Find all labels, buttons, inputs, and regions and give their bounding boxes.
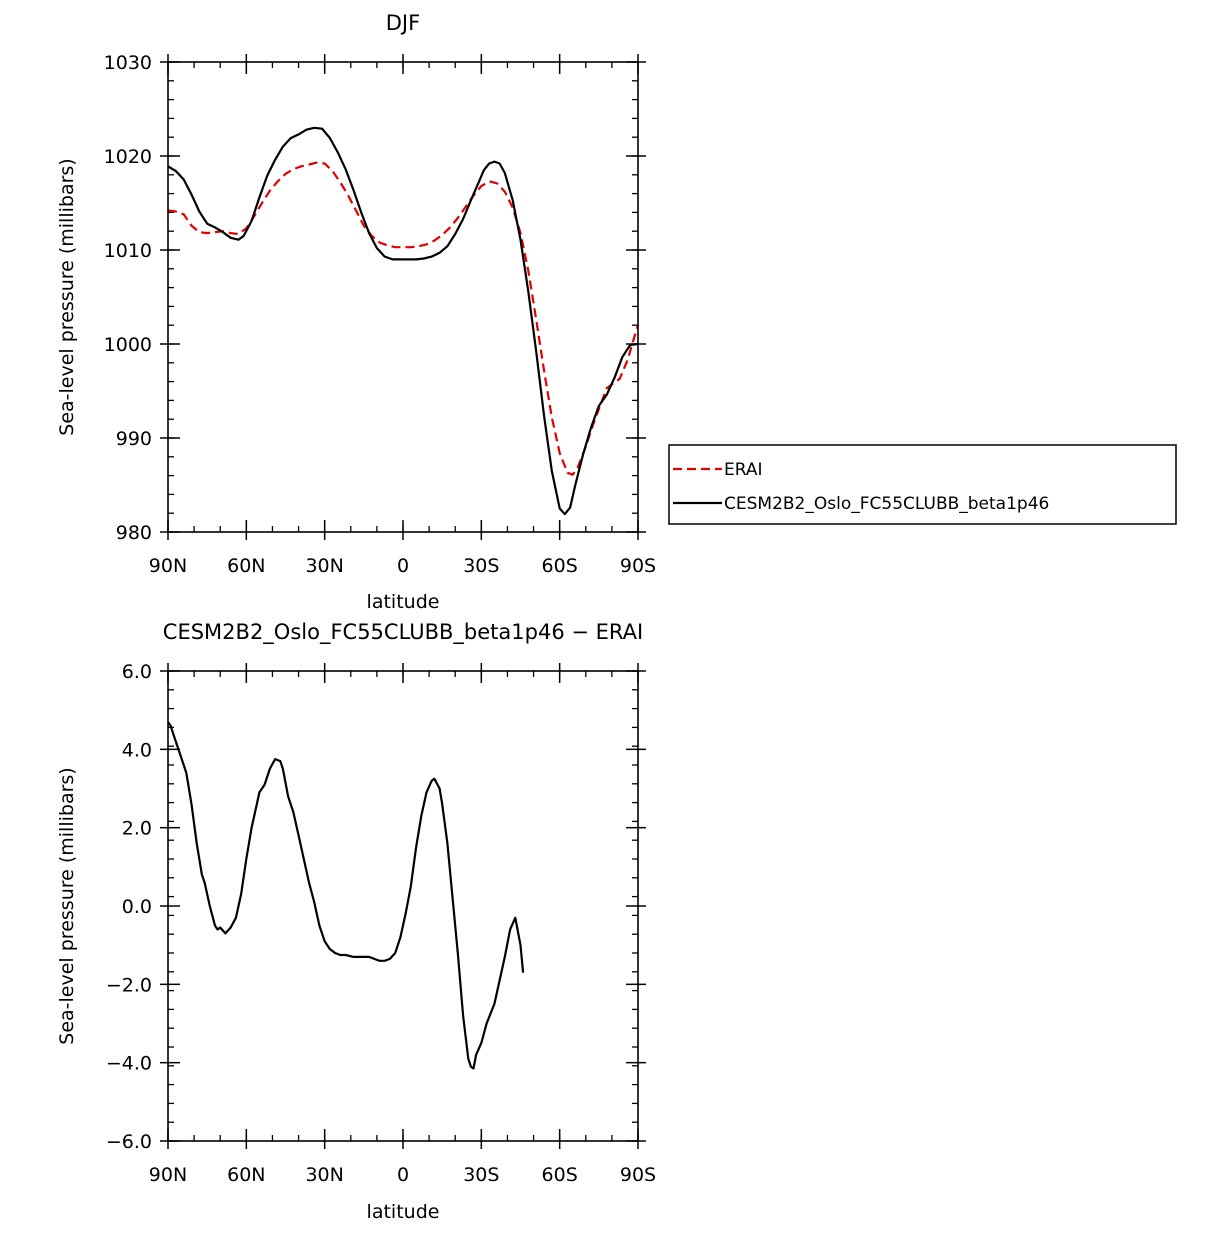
x-axis-label: latitude — [367, 1201, 440, 1223]
y-tick-label: −2.0 — [106, 974, 152, 996]
y-tick-label: −4.0 — [106, 1053, 152, 1075]
series-line-difference — [167, 721, 525, 1070]
plot-frame — [167, 670, 639, 1142]
legend-label: ERAI — [724, 460, 763, 480]
y-tick-label: 1030 — [104, 52, 152, 74]
series-line-erai — [167, 161, 640, 476]
y-tick-label: 6.0 — [122, 661, 152, 683]
series-line-cesm2b2-oslo-fc55clubb-beta1p46 — [167, 126, 639, 516]
y-axis-label: Sea-level pressure (millibars) — [56, 158, 78, 435]
x-tick-label: 30S — [463, 555, 499, 577]
x-tick-label: 90S — [620, 555, 656, 577]
y-tick-label: −6.0 — [106, 1131, 152, 1153]
x-tick-label: 60N — [227, 1164, 265, 1186]
x-tick-label: 30N — [305, 1164, 343, 1186]
y-tick-label: 0.0 — [122, 896, 152, 918]
plot-frame — [167, 61, 639, 533]
x-tick-label: 30S — [463, 1164, 499, 1186]
x-tick-label: 90N — [149, 1164, 187, 1186]
x-tick-label: 60N — [227, 555, 265, 577]
chart-title-top: DJF — [386, 11, 420, 35]
y-tick-label: 1010 — [104, 240, 152, 262]
y-tick-label: 2.0 — [122, 818, 152, 840]
y-tick-label: 4.0 — [122, 739, 152, 761]
x-tick-label: 90S — [620, 1164, 656, 1186]
chart-title-bottom: CESM2B2_Oslo_FC55CLUBB_beta1p46 − ERAI — [163, 620, 643, 645]
chart-top: DJF 90N 60N 30N 0 30S 60S 90S 1030 1020 1010 1000 99… — [56, 11, 656, 613]
x-tick-label: 30N — [305, 555, 343, 577]
legend-box — [668, 444, 1177, 525]
x-axis-label: latitude — [367, 591, 440, 613]
y-tick-label: 990 — [116, 428, 152, 450]
x-tick-label: 60S — [542, 1164, 578, 1186]
y-tick-label: 980 — [116, 522, 152, 544]
y-tick-label: 1020 — [104, 146, 152, 168]
x-tick-label: 60S — [542, 555, 578, 577]
legend: ERAI CESM2B2_Oslo_FC55CLUBB_beta1p46 — [668, 444, 1177, 525]
legend-label: CESM2B2_Oslo_FC55CLUBB_beta1p46 — [724, 494, 1049, 514]
x-tick-label: 90N — [149, 555, 187, 577]
y-axis-label: Sea-level pressure (millibars) — [56, 767, 78, 1044]
y-tick-label: 1000 — [104, 334, 152, 356]
chart-bottom: CESM2B2_Oslo_FC55CLUBB_beta1p46 − ERAI 90… — [56, 620, 656, 1223]
x-tick-label: 0 — [397, 1164, 409, 1186]
x-tick-label: 0 — [397, 555, 409, 577]
